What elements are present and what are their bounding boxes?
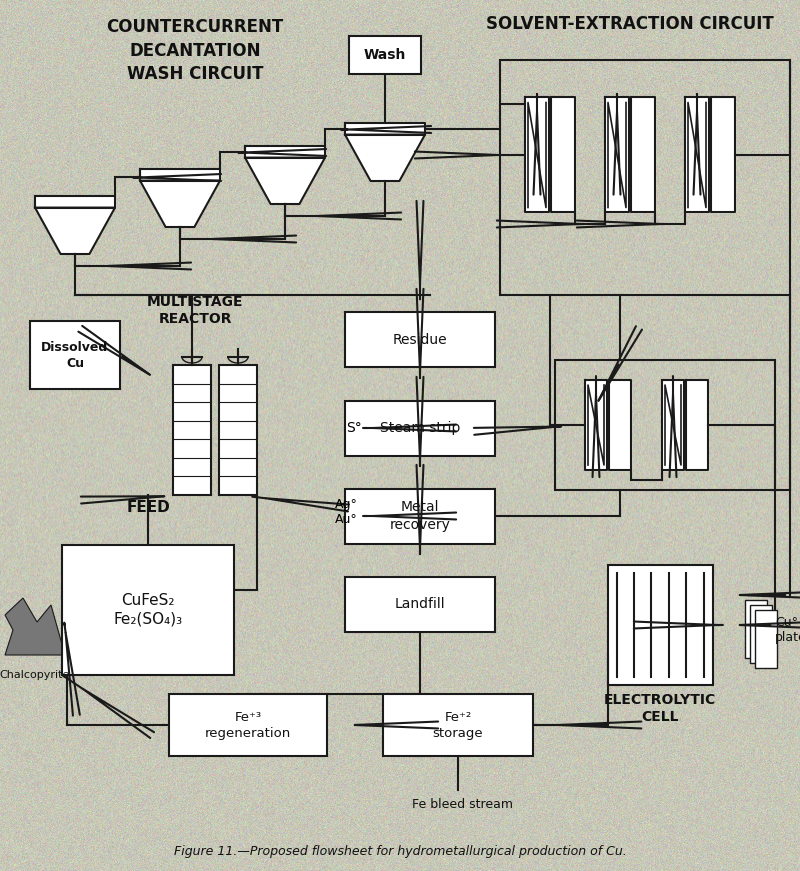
Text: Fe bleed stream: Fe bleed stream [413, 798, 514, 811]
Polygon shape [711, 98, 735, 213]
Text: S°: S° [346, 421, 362, 435]
FancyBboxPatch shape [30, 321, 120, 389]
Text: Chalcopyrite: Chalcopyrite [0, 670, 70, 680]
Text: Fe⁺³
regeneration: Fe⁺³ regeneration [205, 711, 291, 739]
Polygon shape [686, 380, 708, 470]
Polygon shape [631, 98, 655, 213]
Polygon shape [35, 207, 115, 254]
FancyBboxPatch shape [383, 694, 533, 756]
Polygon shape [605, 98, 629, 213]
Text: ELECTROLYTIC
CELL: ELECTROLYTIC CELL [604, 693, 716, 725]
Polygon shape [662, 380, 684, 470]
Polygon shape [245, 158, 325, 204]
Text: Figure 11.—Proposed flowsheet for hydrometallurgical production of Cu.: Figure 11.—Proposed flowsheet for hydrom… [174, 845, 626, 858]
FancyBboxPatch shape [169, 694, 327, 756]
FancyBboxPatch shape [173, 365, 211, 495]
Polygon shape [140, 169, 220, 180]
Text: FEED: FEED [126, 500, 170, 515]
FancyBboxPatch shape [755, 610, 777, 668]
FancyBboxPatch shape [349, 36, 421, 74]
Polygon shape [345, 135, 425, 181]
FancyBboxPatch shape [750, 605, 772, 663]
FancyBboxPatch shape [607, 565, 713, 685]
Polygon shape [345, 123, 425, 135]
FancyBboxPatch shape [219, 365, 257, 495]
Text: Ag°
Au°: Ag° Au° [335, 498, 358, 526]
Polygon shape [245, 146, 325, 158]
FancyBboxPatch shape [745, 600, 767, 658]
Polygon shape [585, 380, 607, 470]
Text: MULTISTAGE
REACTOR: MULTISTAGE REACTOR [146, 295, 243, 327]
FancyBboxPatch shape [62, 545, 234, 675]
Text: Dissolved
Cu: Dissolved Cu [42, 341, 109, 369]
Text: Wash: Wash [364, 48, 406, 62]
Text: SOLVENT-EXTRACTION CIRCUIT: SOLVENT-EXTRACTION CIRCUIT [486, 15, 774, 33]
Text: Residue: Residue [393, 333, 447, 347]
Polygon shape [525, 98, 549, 213]
Text: Cu°
plates: Cu° plates [775, 616, 800, 644]
Polygon shape [140, 180, 220, 227]
Text: Landfill: Landfill [394, 597, 446, 611]
Text: Steam strip: Steam strip [380, 421, 460, 435]
FancyBboxPatch shape [345, 489, 495, 544]
Polygon shape [5, 598, 65, 655]
FancyBboxPatch shape [345, 577, 495, 631]
Polygon shape [685, 98, 709, 213]
Polygon shape [35, 196, 115, 207]
Polygon shape [551, 98, 575, 213]
Text: CuFeS₂
Fe₂(SO₄)₃: CuFeS₂ Fe₂(SO₄)₃ [114, 593, 182, 627]
Text: COUNTERCURRENT
DECANTATION
WASH CIRCUIT: COUNTERCURRENT DECANTATION WASH CIRCUIT [106, 18, 284, 84]
FancyBboxPatch shape [345, 401, 495, 456]
FancyBboxPatch shape [345, 313, 495, 368]
Text: Metal
recovery: Metal recovery [390, 500, 450, 531]
Polygon shape [609, 380, 631, 470]
Text: Fe⁺²
storage: Fe⁺² storage [433, 711, 483, 739]
